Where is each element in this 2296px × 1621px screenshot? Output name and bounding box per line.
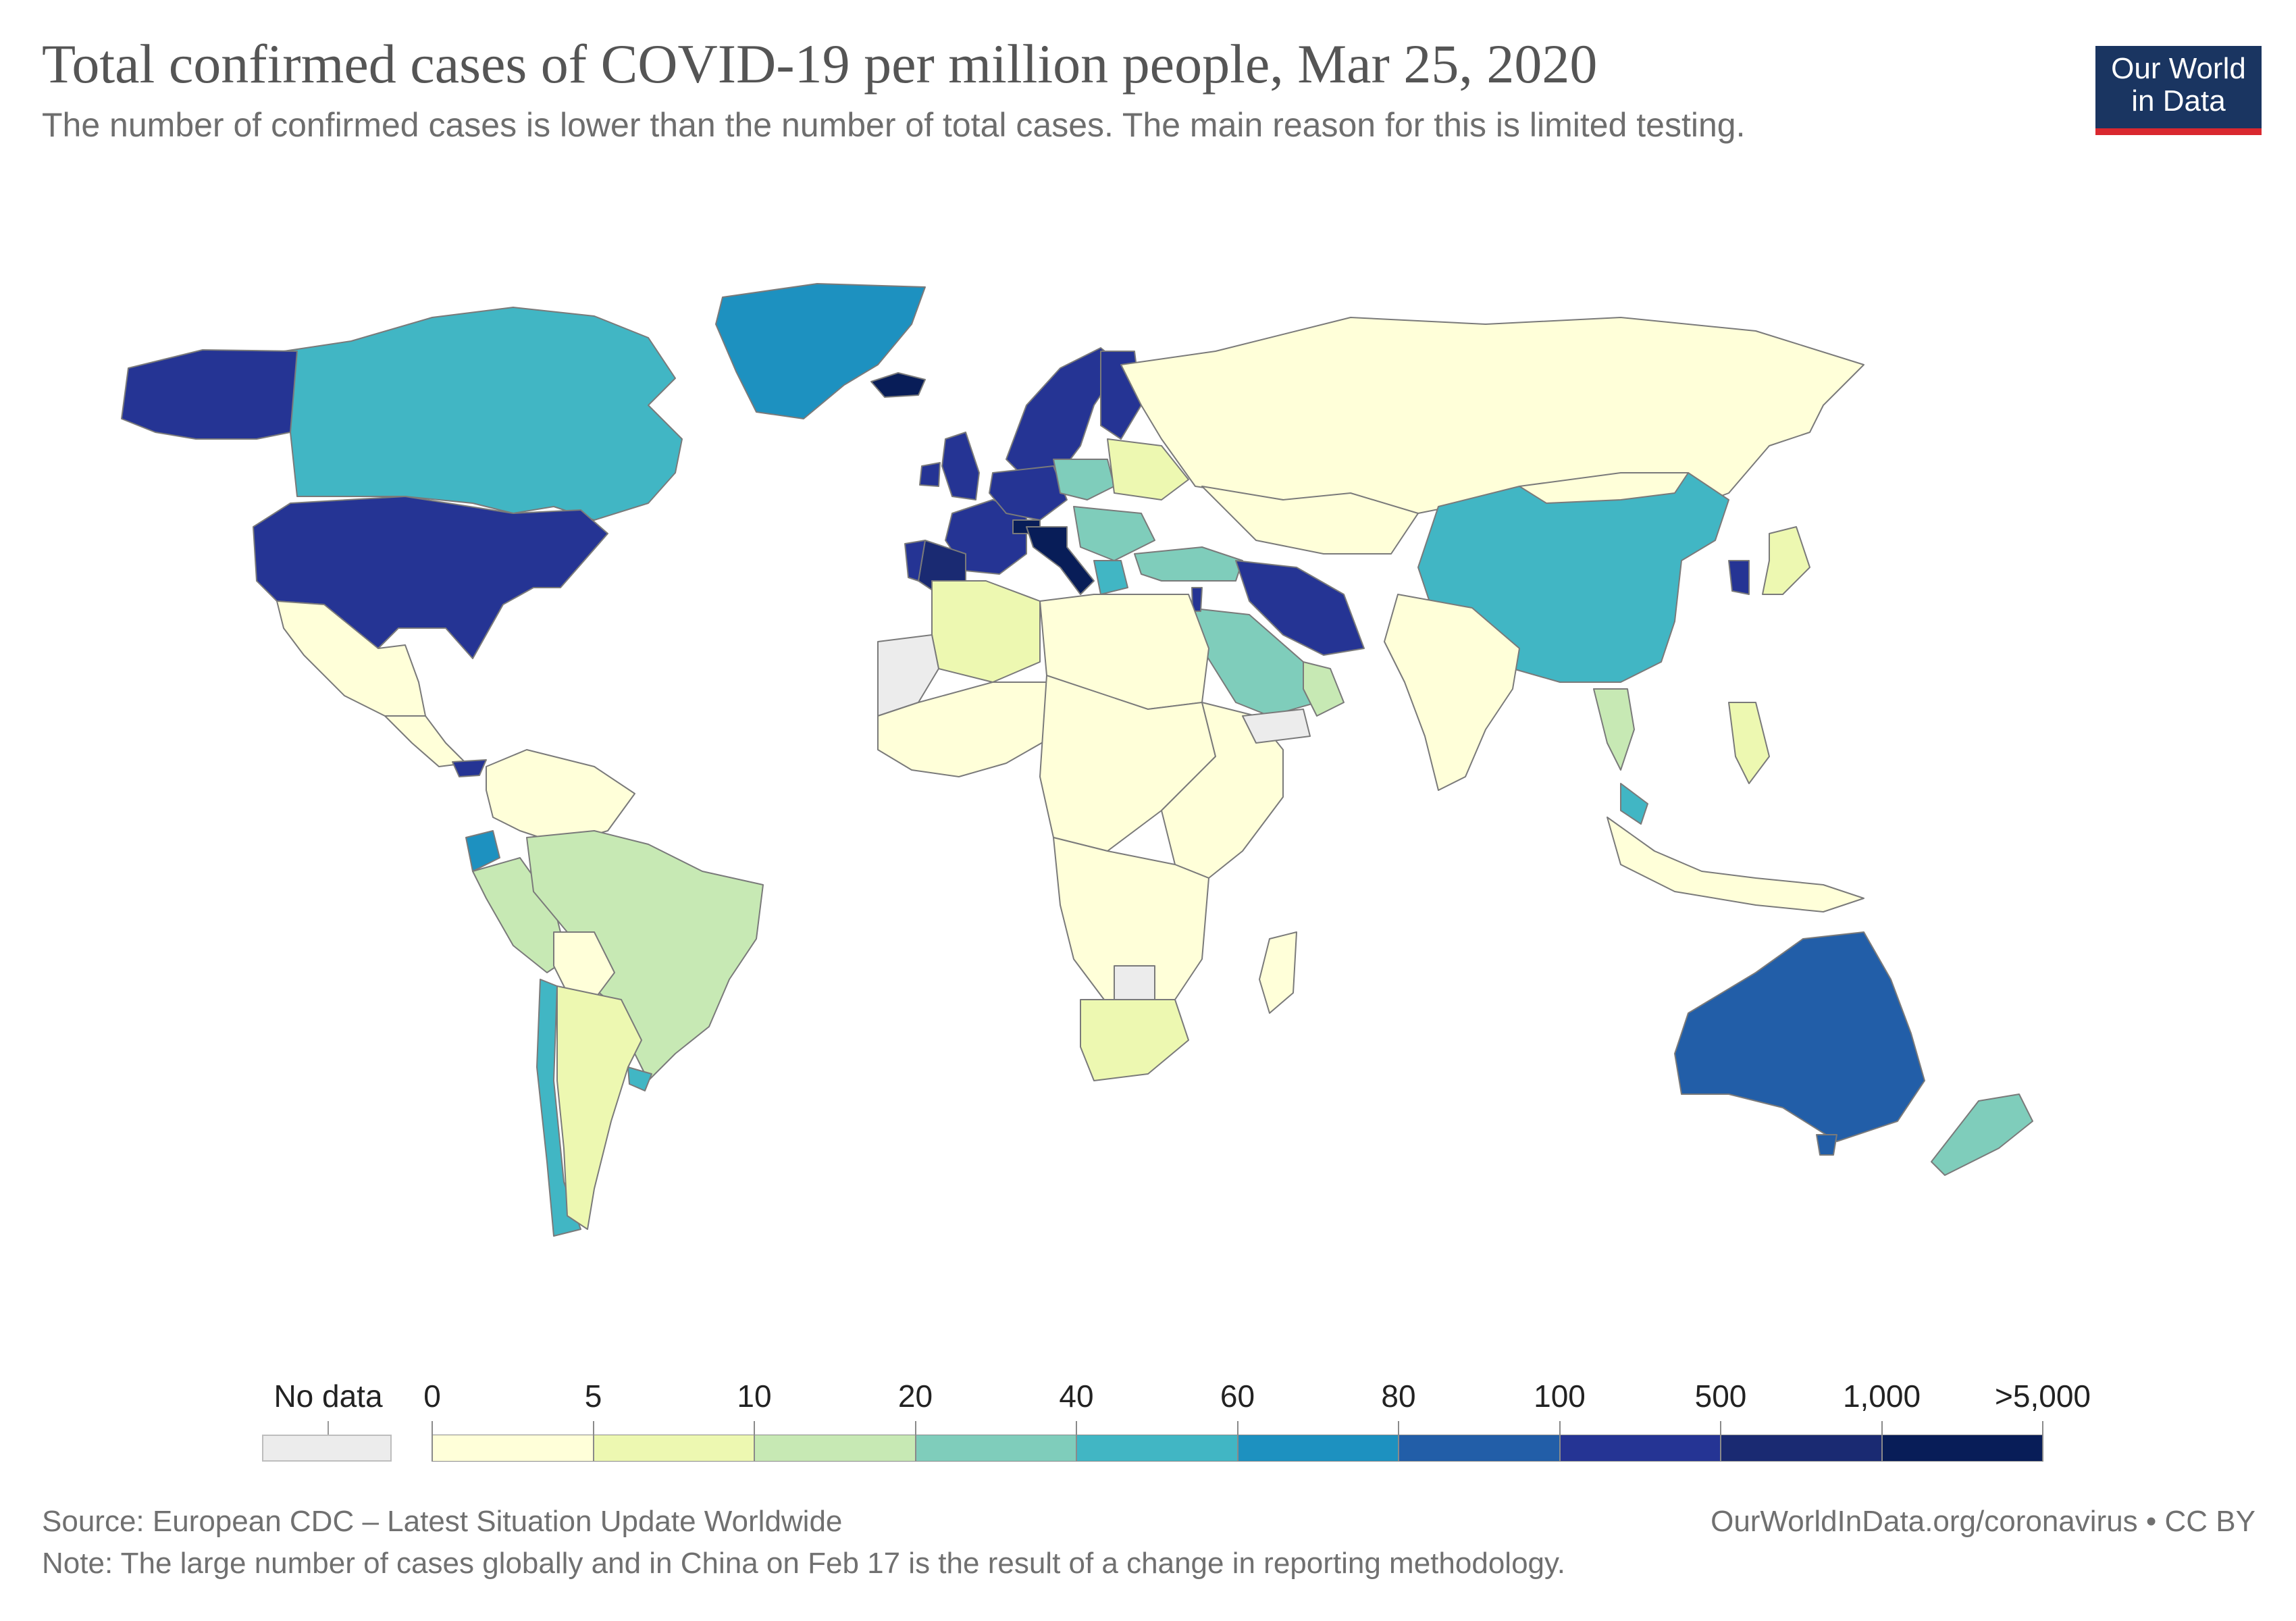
footer-note: Note: The large number of cases globally… (42, 1547, 1565, 1580)
country-indonesia[interactable]: Indonesia (1607, 817, 1864, 912)
country-south-africa[interactable]: South Africa (1080, 999, 1189, 1081)
chart-title: Total confirmed cases of COVID-19 per mi… (42, 33, 1598, 95)
country-poland[interactable]: Poland (1053, 459, 1115, 500)
country-tasmania[interactable]: Tasmania (1816, 1134, 1837, 1156)
country-ukraine-belarus[interactable]: Ukraine/Belarus (1107, 438, 1189, 500)
legend-bin-5[interactable] (1237, 1435, 1399, 1462)
country-south-korea[interactable]: South Korea (1728, 560, 1750, 595)
country-canada[interactable]: Canada (283, 307, 683, 521)
legend-tick-label-9: 1,000 (1842, 1379, 1921, 1414)
country-greece[interactable]: Greece (1093, 560, 1128, 595)
country-greenland[interactable]: Greenland (715, 283, 926, 419)
logo-red-bar (2095, 128, 2262, 135)
legend-no-data-tick (328, 1421, 329, 1435)
country-western-sahara[interactable]: Western Sahara (877, 634, 939, 717)
legend-bin-3[interactable] (915, 1435, 1076, 1462)
legend-tick-label-6: 80 (1381, 1379, 1416, 1414)
country-india[interactable]: India (1384, 594, 1520, 791)
legend-no-data-swatch (262, 1435, 392, 1462)
country-algeria[interactable]: Algeria (931, 580, 1041, 683)
country-iceland[interactable]: Iceland (870, 372, 926, 398)
country-united-states[interactable]: United States (253, 496, 608, 659)
country-kazakhstan[interactable]: Kazakhstan (1201, 486, 1419, 555)
legend-bin-6[interactable] (1399, 1435, 1560, 1462)
country-southern-africa[interactable]: Southern Africa (1053, 837, 1209, 1014)
country-central-america[interactable]: Central America (384, 715, 467, 767)
country-iran[interactable]: Iran (1235, 560, 1365, 656)
legend-tick-7 (1559, 1421, 1561, 1462)
country-italy[interactable]: Italy (1026, 526, 1095, 595)
country-chile[interactable]: Chile (536, 979, 581, 1237)
legend-tick-2 (754, 1421, 755, 1462)
legend-tick-label-0: 0 (423, 1379, 441, 1414)
footer-source: Source: European CDC – Latest Situation … (42, 1505, 843, 1538)
country-portugal[interactable]: Portugal (904, 540, 926, 582)
country-colombia-venezuela[interactable]: Colombia/Venezuela (486, 749, 635, 845)
legend-tick-label-5: 60 (1220, 1379, 1255, 1414)
country-philippines[interactable]: Philippines (1728, 702, 1770, 784)
legend-tick-label-8: 500 (1694, 1379, 1747, 1414)
legend-bin-4[interactable] (1076, 1435, 1238, 1462)
country-thailand[interactable]: Thailand (1593, 688, 1635, 771)
country-uruguay[interactable]: Uruguay (627, 1066, 652, 1091)
legend-tick-3 (914, 1421, 916, 1462)
country-ireland[interactable]: Ireland (919, 462, 941, 487)
legend-tick-10 (2042, 1421, 2043, 1462)
legend-tick-8 (1720, 1421, 1721, 1462)
country-madagascar[interactable]: Madagascar (1259, 931, 1297, 1014)
legend-tick-1 (592, 1421, 594, 1462)
country-mongolia[interactable]: Mongolia (1519, 472, 1689, 504)
country-ecuador[interactable]: Ecuador (465, 830, 500, 872)
legend-tick-label-1: 5 (584, 1379, 602, 1414)
legend-tick-9 (1881, 1421, 1883, 1462)
legend-tick-6 (1398, 1421, 1399, 1462)
country-yemen[interactable]: Yemen (1242, 709, 1311, 744)
legend-tick-0 (432, 1421, 433, 1462)
legend-tick-label-2: 10 (737, 1379, 772, 1414)
legend-bin-9[interactable] (1881, 1435, 2043, 1462)
legend-tick-label-3: 20 (897, 1379, 933, 1414)
footer-url[interactable]: OurWorldInData.org/coronavirus • CC BY (1711, 1505, 2255, 1538)
country-oman-uae[interactable]: Oman/UAE (1303, 661, 1345, 717)
legend-bin-1[interactable] (593, 1435, 754, 1462)
country-west-africa[interactable]: West Africa (877, 681, 1054, 777)
legend-bin-0[interactable] (432, 1435, 594, 1462)
country-japan[interactable]: Japan (1762, 526, 1810, 595)
world-map[interactable]: CanadaAlaska (US) GreenlandIceland United … (0, 250, 2296, 1344)
country-united-kingdom[interactable]: United Kingdom (941, 432, 980, 500)
country-alaska-us-[interactable]: Alaska (US) (121, 349, 298, 440)
legend: No data 0 5 10 20 40 60 80 100 500 1,000 >5,000 (0, 1378, 2296, 1472)
legend-tick-4 (1076, 1421, 1077, 1462)
chart-subtitle: The number of confirmed cases is lower t… (42, 106, 1746, 144)
legend-tick-5 (1236, 1421, 1238, 1462)
country-australia[interactable]: Australia (1674, 931, 1925, 1142)
legend-bin-7[interactable] (1559, 1435, 1721, 1462)
legend-bin-8[interactable] (1721, 1435, 1882, 1462)
country-malaysia[interactable]: Malaysia (1620, 783, 1648, 825)
legend-no-data-label: No data (273, 1379, 383, 1414)
country-layer: CanadaAlaska (US) GreenlandIceland United … (121, 283, 2033, 1237)
country-new-zealand[interactable]: New Zealand (1931, 1093, 2033, 1176)
owid-logo[interactable]: Our World in Data (2095, 46, 2262, 135)
legend-bin-2[interactable] (754, 1435, 916, 1462)
country-russia[interactable]: Russia (1120, 317, 1864, 514)
country-panama[interactable]: Panama (452, 759, 487, 777)
country-turkey[interactable]: Turkey (1134, 546, 1243, 582)
country-balkans[interactable]: Balkans (1073, 506, 1155, 561)
logo-line-1: Our World (2111, 52, 2246, 85)
country-argentina[interactable]: Argentina (556, 985, 642, 1230)
legend-tick-label-10: >5,000 (1995, 1379, 2091, 1414)
legend-tick-label-7: 100 (1534, 1379, 1586, 1414)
legend-tick-label-4: 40 (1059, 1379, 1094, 1414)
logo-line-2: in Data (2131, 84, 2226, 118)
